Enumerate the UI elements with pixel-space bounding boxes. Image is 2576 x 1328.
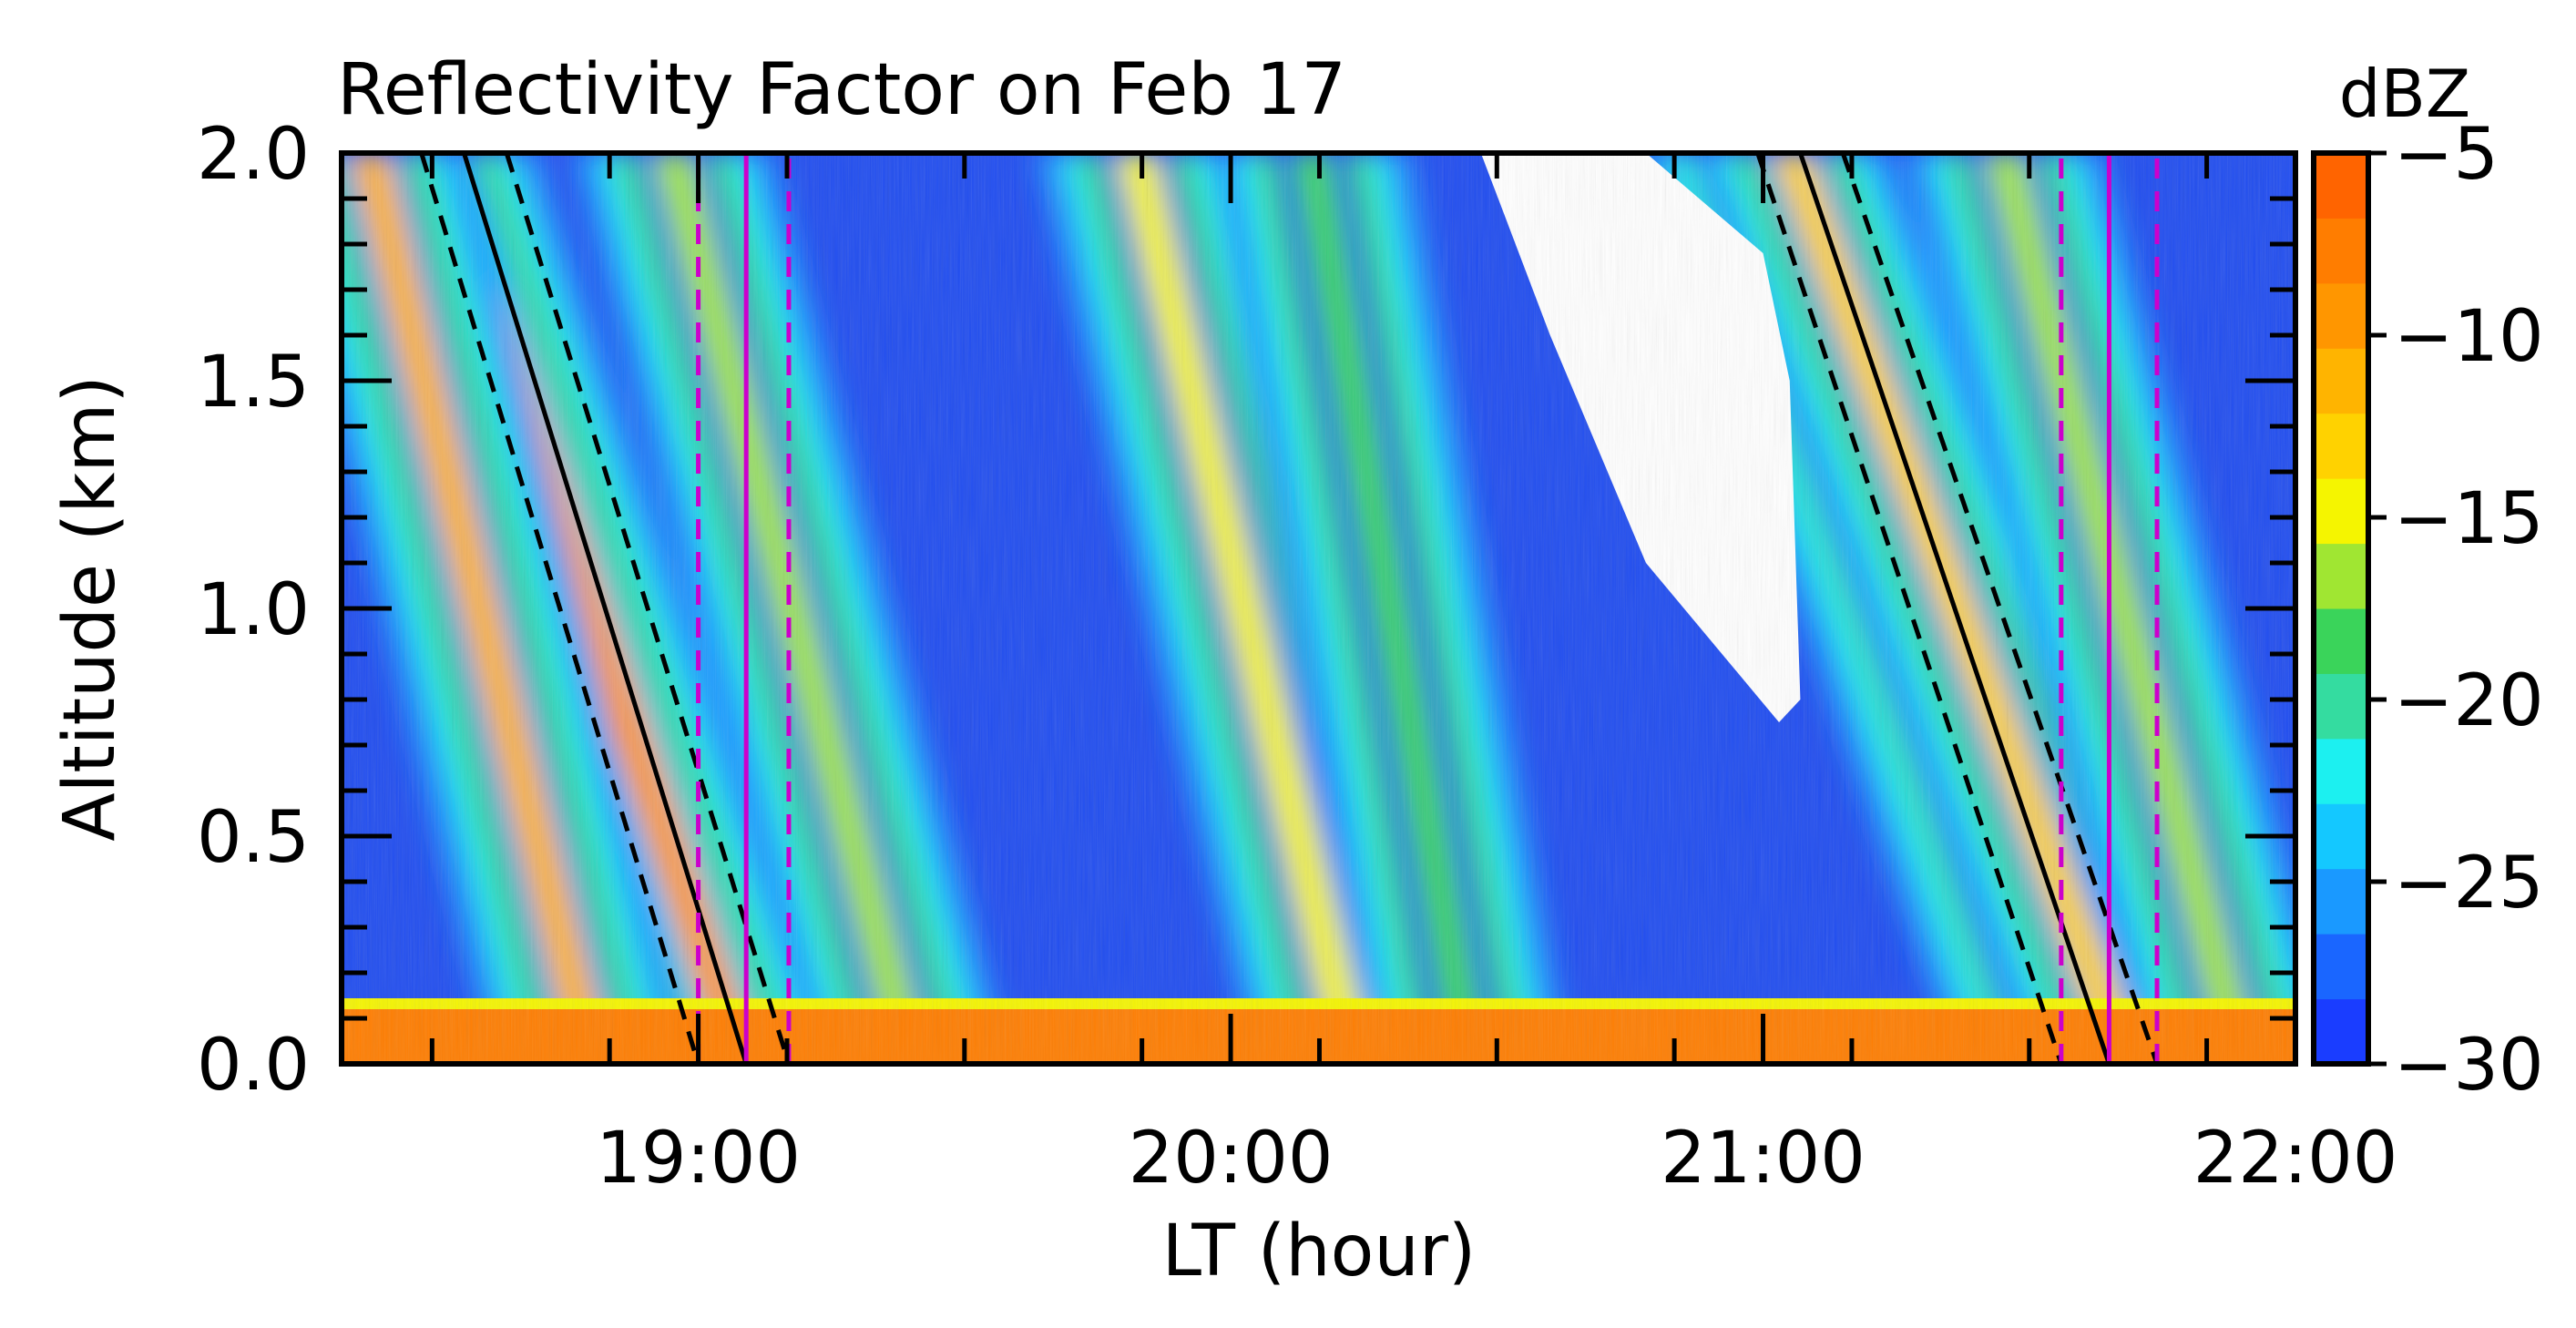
colorbar-tick-label: −30	[2394, 1025, 2544, 1107]
colorbar-swatch	[2314, 608, 2368, 674]
colorbar-swatch	[2314, 282, 2368, 349]
overlay-line-2	[504, 153, 792, 1064]
overlay-line-7	[1755, 153, 2064, 1064]
colorbar-swatch	[2314, 934, 2368, 1000]
y-axis-label: Altitude (km)	[49, 375, 131, 842]
colorbar-swatch	[2314, 218, 2368, 284]
colorbar-swatch	[2314, 803, 2368, 870]
plot-area	[342, 153, 2295, 1064]
x-axis-label: LT (hour)	[1162, 1211, 1477, 1292]
colorbar-ticks: −30 −25 −20 −15 −10 −5	[2368, 114, 2544, 1107]
y-tick-label: 0.0	[197, 1025, 310, 1107]
colorbar-swatch	[2314, 478, 2368, 545]
colorbar-tick-label: −10	[2394, 296, 2544, 378]
colorbar-frame	[2311, 150, 2371, 1067]
colorbar-label: dBZ	[2339, 56, 2470, 132]
x-tick-label: 22:00	[2193, 1118, 2398, 1200]
colorbar	[2314, 153, 2368, 1065]
colorbar-tick-label: −5	[2394, 114, 2499, 196]
colorbar-swatch	[2314, 868, 2368, 935]
y-axis: 0.0 0.5 1.0 1.5 2.0	[197, 114, 2295, 1107]
colorbar-swatch	[2314, 348, 2368, 414]
colorbar-swatch	[2314, 543, 2368, 609]
overlay-line-8	[1840, 153, 2160, 1064]
x-tick-label: 21:00	[1661, 1118, 1866, 1200]
y-tick-label: 0.5	[197, 797, 310, 879]
colorbar-tick-label: −25	[2394, 843, 2544, 924]
colorbar-swatch	[2314, 738, 2368, 804]
colorbar-swatch	[2314, 153, 2368, 219]
y-tick-label: 1.0	[197, 569, 310, 651]
x-tick-label: 19:00	[596, 1118, 801, 1200]
overlay-line-1	[419, 153, 700, 1064]
chart-title: Reflectivity Factor on Feb 17	[337, 49, 1346, 131]
colorbar-tick-label: −20	[2394, 660, 2544, 742]
y-tick-label: 1.5	[197, 342, 310, 424]
overlay-lines	[419, 153, 2160, 1064]
overlay-line-0	[462, 153, 749, 1064]
x-tick-label: 20:00	[1129, 1118, 1334, 1200]
overlay-line-6	[1798, 153, 2111, 1064]
colorbar-tick-label: −15	[2394, 478, 2544, 560]
colorbar-swatch	[2314, 673, 2368, 740]
y-tick-label: 2.0	[197, 114, 310, 196]
texture-noise	[342, 153, 2295, 1064]
x-axis: 19:00 20:00 21:00 22:00	[429, 153, 2398, 1200]
colorbar-swatch	[2314, 998, 2368, 1065]
colorbar-swatch	[2314, 413, 2368, 479]
